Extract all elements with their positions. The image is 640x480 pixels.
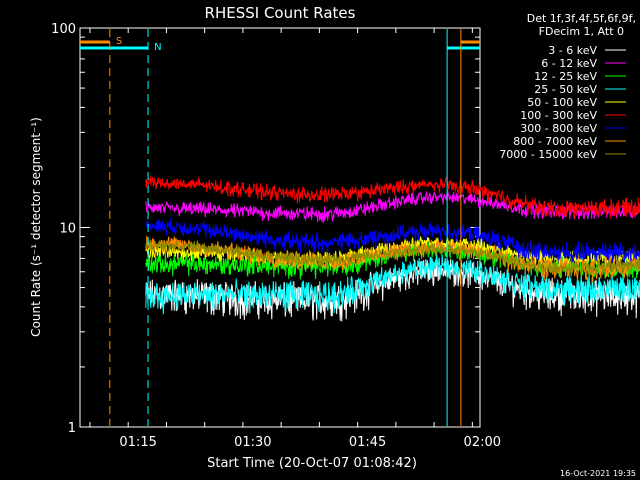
y-axis-label: Count Rate (s⁻¹ detector segment⁻¹)	[29, 117, 43, 337]
legend-entry-label: 6 - 12 keV	[541, 57, 597, 70]
x-tick-label: 02:00	[464, 435, 501, 450]
axis-labels: 1 10 100 01:15 01:30 01:45 02:00	[51, 22, 501, 450]
series-line	[145, 254, 640, 315]
legend-entry-label: 7000 - 15000 keV	[499, 148, 597, 161]
legend-entry-label: 3 - 6 keV	[548, 44, 597, 57]
saa-label: S	[116, 36, 122, 47]
chart-title: RHESSI Count Rates	[205, 4, 356, 22]
legend-header-line1: Det 1f,3f,4f,5f,6f,9f,	[527, 12, 636, 25]
legend-entry-label: 50 - 100 keV	[527, 96, 597, 109]
series-line	[145, 176, 640, 219]
y-tick-label: 100	[51, 22, 76, 37]
series-line	[145, 190, 640, 224]
x-axis-label: Start Time (20-Oct-07 01:08:42)	[207, 456, 417, 471]
night-label: N	[154, 42, 161, 53]
legend-entry-label: 25 - 50 keV	[534, 83, 597, 96]
legend-entry-label: 800 - 7000 keV	[513, 135, 597, 148]
y-tick-label: 1	[68, 421, 76, 436]
legend-entry-label: 12 - 25 keV	[534, 70, 597, 83]
orbit-overlay: SN	[80, 29, 480, 426]
series-group	[145, 176, 640, 322]
series-line	[145, 239, 640, 276]
legend-entry-label: 100 - 300 keV	[520, 109, 597, 122]
x-tick-label: 01:15	[119, 435, 156, 450]
x-tick-label: 01:30	[234, 435, 271, 450]
x-tick-label: 01:45	[349, 435, 386, 450]
y-tick-label: 10	[59, 222, 76, 237]
series-line	[145, 217, 640, 266]
legend: Det 1f,3f,4f,5f,6f,9f,FDecim 1, Att 0 3 -…	[499, 12, 636, 161]
timestamp: 16-Oct-2021 19:35	[560, 469, 636, 478]
legend-entry-label: 300 - 800 keV	[520, 122, 597, 135]
legend-header-line2: FDecim 1, Att 0	[539, 25, 624, 38]
